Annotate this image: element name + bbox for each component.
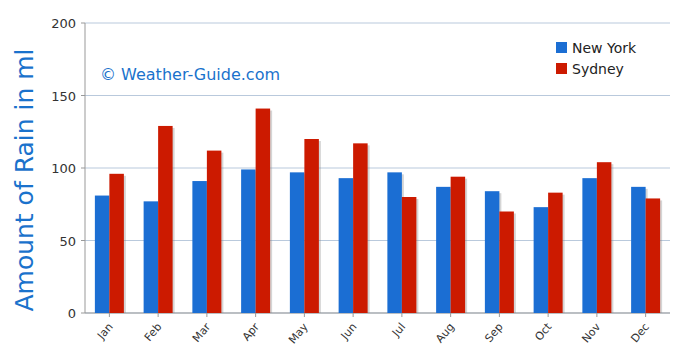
y-axis-title: Amount of Rain in ml xyxy=(10,48,39,311)
grid-line xyxy=(85,23,670,24)
x-tick-label: May xyxy=(286,320,311,346)
bar xyxy=(144,201,159,313)
x-tick-label: Jun xyxy=(338,321,360,343)
bar xyxy=(387,172,402,313)
x-tick xyxy=(596,313,597,317)
watermark: © Weather-Guide.com xyxy=(100,65,280,84)
bar xyxy=(451,177,466,313)
bar xyxy=(95,196,110,313)
x-tick-label: Mar xyxy=(190,320,214,345)
x-tick-label: Feb xyxy=(142,321,164,344)
x-tick xyxy=(353,313,354,317)
bar xyxy=(339,178,354,313)
y-tick xyxy=(81,95,85,96)
x-tick xyxy=(158,313,159,317)
bar xyxy=(631,187,646,313)
bar xyxy=(192,181,207,313)
x-tick xyxy=(109,313,110,317)
x-tick xyxy=(499,313,500,317)
y-tick xyxy=(81,240,85,241)
x-tick xyxy=(401,313,402,317)
x-tick-label: Dec xyxy=(628,321,652,346)
bar xyxy=(109,174,124,313)
bar xyxy=(304,139,319,313)
x-tick xyxy=(304,313,305,317)
bar xyxy=(548,193,563,313)
legend-swatch xyxy=(556,42,567,53)
bar xyxy=(534,207,549,313)
bar xyxy=(256,109,271,313)
legend-label: New York xyxy=(572,40,637,56)
legend-swatch xyxy=(556,63,567,74)
bar xyxy=(646,198,661,313)
x-tick-label: Jan xyxy=(94,321,116,343)
bar xyxy=(597,162,612,313)
x-tick xyxy=(255,313,256,317)
bar xyxy=(158,126,173,313)
x-tick xyxy=(548,313,549,317)
y-tick xyxy=(81,23,85,24)
x-tick-label: Apr xyxy=(240,320,262,343)
x-tick xyxy=(450,313,451,317)
bar xyxy=(353,143,368,313)
y-axis xyxy=(85,23,86,313)
bar xyxy=(402,197,417,313)
y-tick-label: 100 xyxy=(51,161,76,176)
x-tick-label: Jul xyxy=(389,321,408,340)
bar xyxy=(582,178,597,313)
y-tick-label: 150 xyxy=(51,89,76,104)
x-tick-label: Sep xyxy=(482,321,505,345)
y-tick-label: 0 xyxy=(68,306,76,321)
grid-line xyxy=(85,95,670,96)
y-tick-label: 200 xyxy=(51,16,76,31)
y-tick xyxy=(81,168,85,169)
bar xyxy=(485,191,500,313)
bar xyxy=(499,212,514,314)
x-tick-label: Aug xyxy=(433,321,457,346)
bars xyxy=(95,109,662,313)
y-tick xyxy=(81,313,85,314)
chart-container: 0 50 100 150 200 Jan Feb Mar Apr May Jun Jul Aug Sep O… xyxy=(0,0,690,352)
y-tick-label: 50 xyxy=(59,234,76,249)
x-tick xyxy=(645,313,646,317)
bar xyxy=(241,169,256,313)
bar xyxy=(290,172,305,313)
x-tick-label: Oct xyxy=(532,320,555,343)
x-tick-label: Nov xyxy=(579,320,603,345)
legend-label: Sydney xyxy=(572,61,624,77)
chart-svg: 0 50 100 150 200 Jan Feb Mar Apr May Jun Jul Aug Sep O… xyxy=(0,0,690,352)
bar xyxy=(207,151,222,313)
bar xyxy=(436,187,451,313)
x-tick xyxy=(206,313,207,317)
